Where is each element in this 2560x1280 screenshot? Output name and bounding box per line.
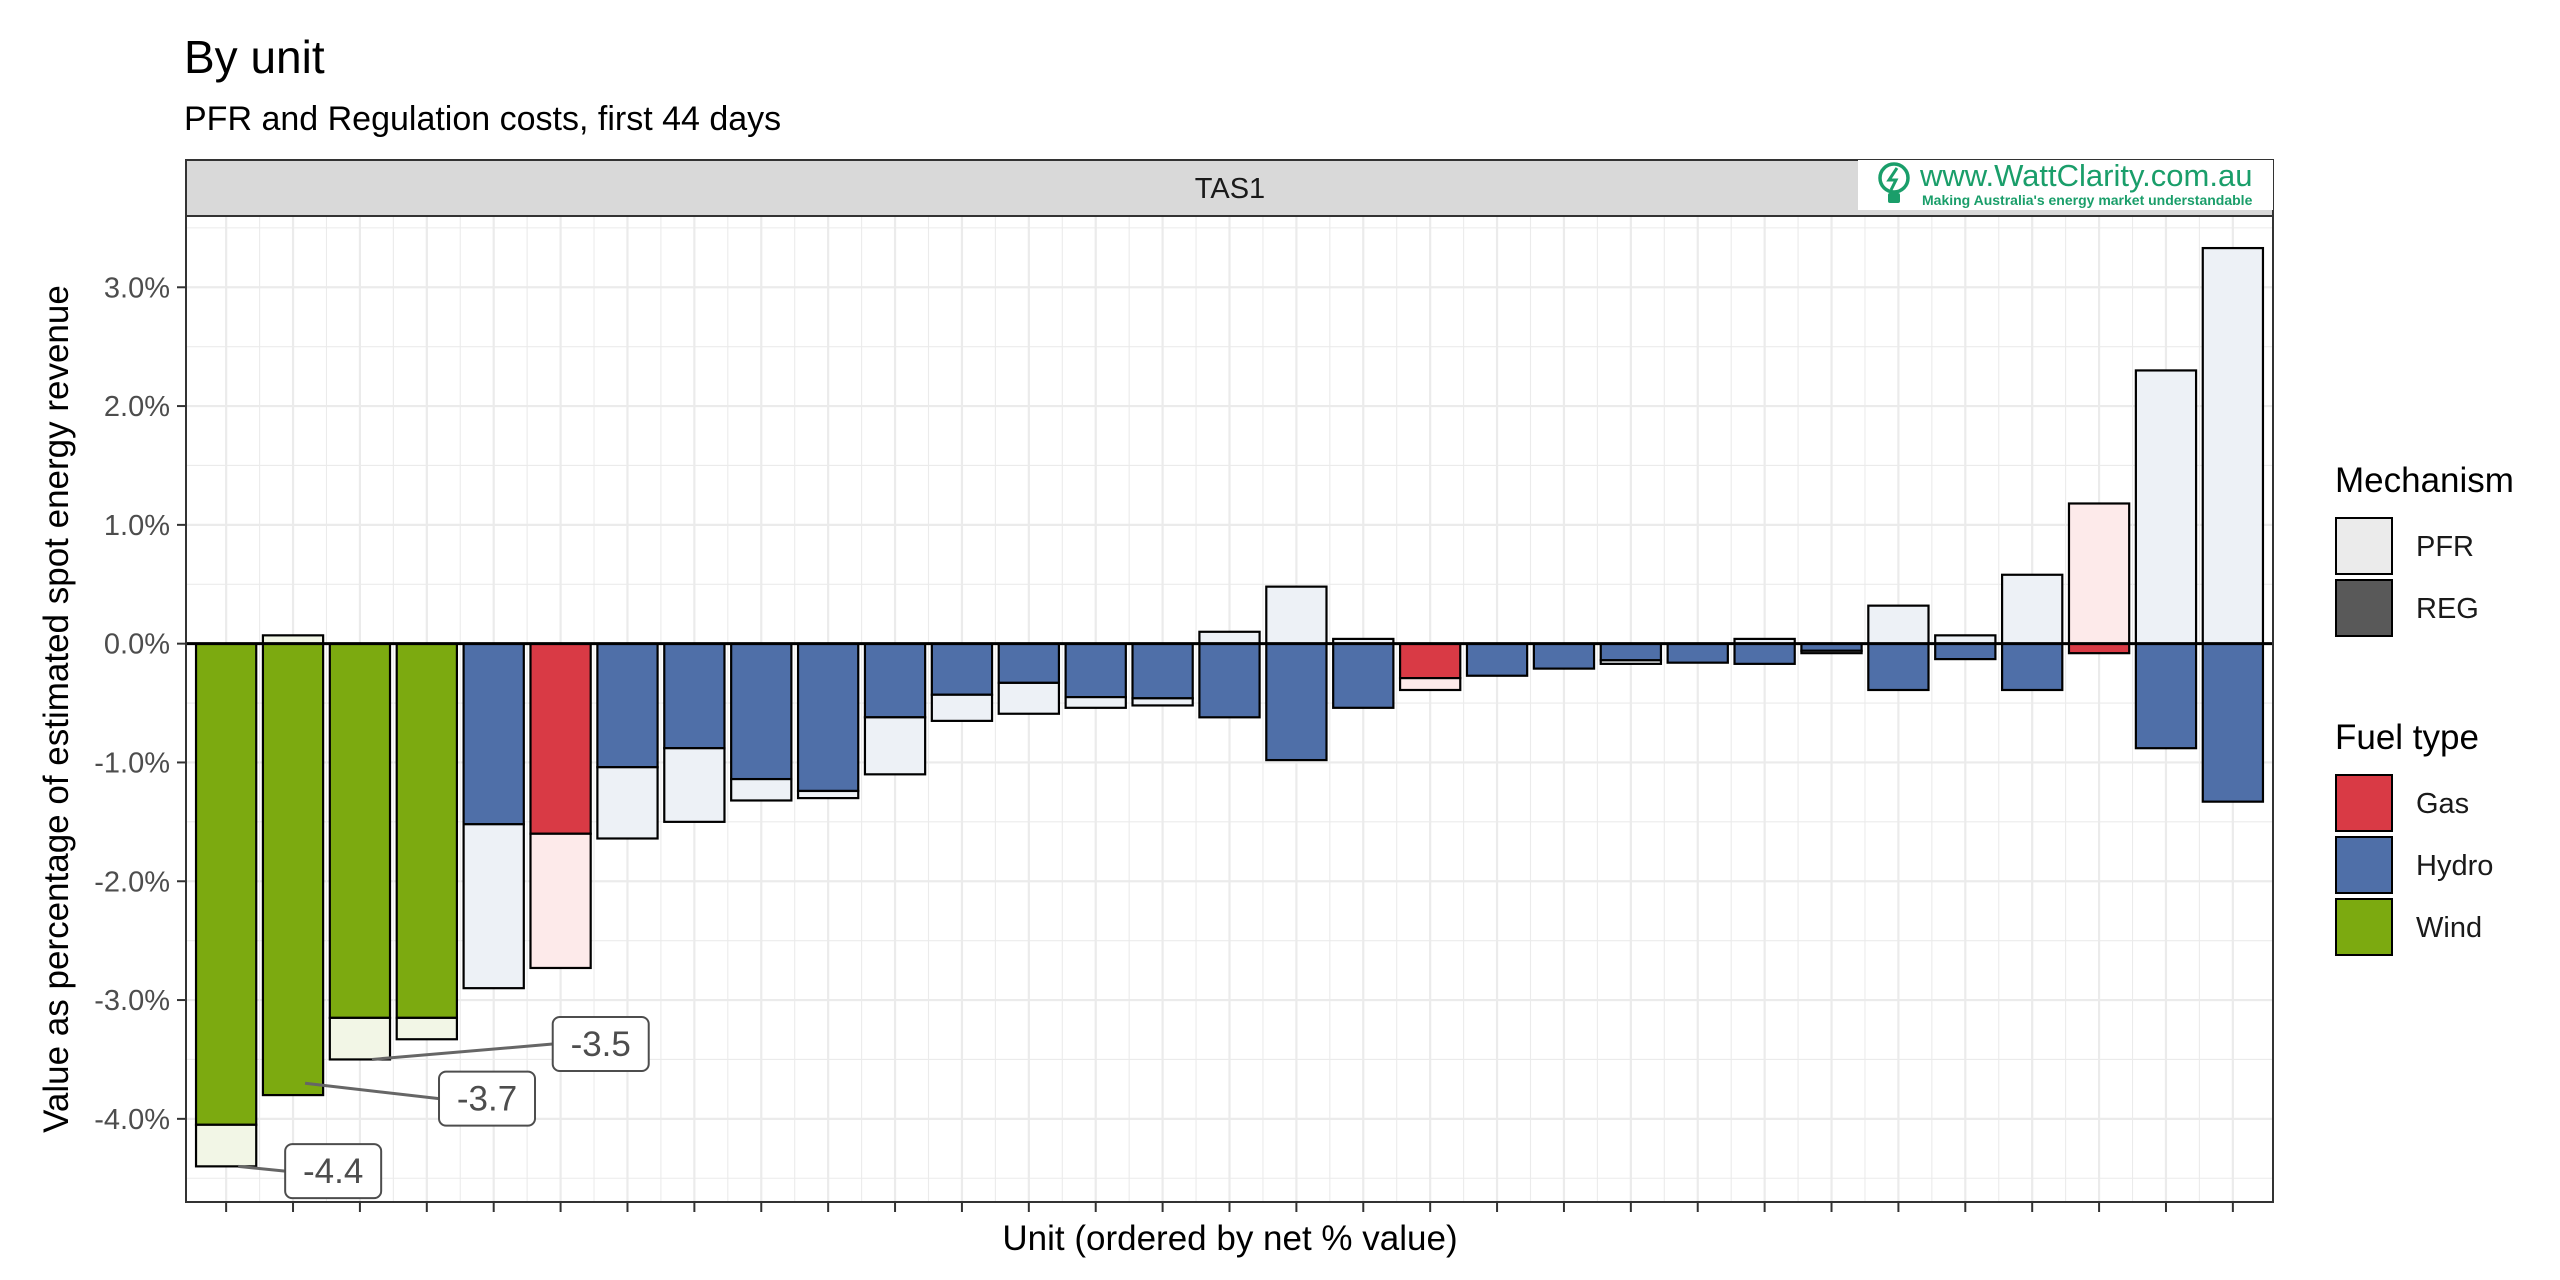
bar-reg — [462, 642, 525, 826]
bar-pfr — [663, 747, 726, 823]
y-axis: -4.0% -3.0% -2.0% -1.0% 0.0% 1.0% 2.0% 3.0% — [94, 272, 186, 1136]
facet-strip-label: TAS1 — [1195, 173, 1265, 205]
callout-box — [551, 1016, 650, 1073]
y-tick-label: -2.0% — [94, 866, 170, 898]
bar-pfr — [462, 823, 525, 990]
legend: Mechanism PFR REG Fuel type Gas Hydro Wi… — [2335, 461, 2514, 956]
bar-pfr — [1198, 630, 1261, 645]
bar-pfr — [1265, 585, 1328, 645]
legend-label-wind: Wind — [2416, 912, 2482, 944]
bar-reg — [1131, 642, 1194, 700]
bar-pfr — [2201, 246, 2265, 645]
bars — [194, 246, 2265, 1168]
bar-reg — [261, 642, 325, 1097]
chart-subtitle: PFR and Regulation costs, first 44 days — [184, 100, 781, 138]
callout-leader-line — [238, 1164, 286, 1173]
bar-pfr — [1398, 677, 1462, 692]
legend-swatch-reg — [2335, 579, 2393, 637]
bar-pfr — [1867, 604, 1930, 645]
legend-label-gas: Gas — [2416, 788, 2469, 820]
legend-swatch-pfr — [2335, 517, 2393, 575]
bar-pfr — [395, 1016, 459, 1041]
callout-leader-line — [304, 1081, 440, 1101]
bar-reg — [1265, 642, 1328, 762]
bar-reg — [1198, 642, 1261, 719]
bar-pfr — [529, 832, 592, 970]
y-tick-label: -1.0% — [94, 747, 170, 779]
bar-reg — [1599, 642, 1663, 662]
bar-pfr — [328, 1016, 392, 1061]
y-axis-title: Value as percentage of estimated spot en… — [37, 285, 76, 1133]
callout-box — [438, 1070, 537, 1127]
wattclarity-logo: www.WattClarity.com.au Making Australia'… — [1858, 158, 2273, 210]
bar-pfr — [796, 789, 860, 800]
y-tick-label: -3.0% — [94, 985, 170, 1017]
bar-reg — [997, 642, 1061, 684]
bar-reg — [1532, 642, 1596, 670]
bar-reg — [1867, 642, 1930, 692]
bar-reg — [1332, 642, 1395, 709]
logo-url: www.WattClarity.com.au — [1919, 158, 2252, 193]
bar-pfr — [2067, 502, 2131, 645]
bar-pfr — [2134, 369, 2198, 645]
bar-pfr — [2000, 573, 2064, 645]
bar-pfr — [1800, 649, 1863, 655]
legend-swatch-wind — [2335, 898, 2393, 956]
bar-pfr — [1064, 696, 1127, 709]
lightbulb-icon — [1878, 162, 1910, 203]
y-tick-label: 2.0% — [104, 391, 170, 423]
legend-swatch-hydro — [2335, 836, 2393, 894]
legend-label-hydro: Hydro — [2416, 850, 2493, 882]
bar-reg — [395, 642, 459, 1019]
callout-label: -4.4 — [303, 1152, 363, 1191]
bar-pfr — [194, 1123, 258, 1168]
bar-reg — [1934, 642, 1997, 661]
bar-reg — [930, 642, 994, 696]
y-tick-label: 1.0% — [104, 510, 170, 542]
y-tick-label: 3.0% — [104, 272, 170, 304]
bar-pfr — [730, 777, 793, 802]
callout-label: -3.5 — [571, 1025, 631, 1064]
callout-label: -3.7 — [457, 1080, 517, 1119]
bar-reg — [1666, 642, 1729, 664]
bar-reg — [596, 642, 659, 769]
logo-tagline: Making Australia's energy market underst… — [1922, 192, 2253, 208]
bar-reg — [194, 642, 258, 1126]
bar-reg — [2000, 642, 2064, 692]
bar-reg — [328, 642, 392, 1019]
x-axis-title: Unit (ordered by net % value) — [1002, 1219, 1457, 1258]
bar-reg — [1733, 642, 1796, 665]
chart-title: By unit — [184, 31, 325, 83]
bar-reg — [863, 642, 927, 719]
bar-reg — [1398, 642, 1462, 680]
callout-leader-line — [371, 1042, 553, 1061]
bar-reg — [1465, 642, 1529, 677]
callout-box — [284, 1143, 383, 1200]
bar-pfr — [863, 716, 927, 776]
bar-reg — [796, 642, 860, 793]
callouts: -4.4 -3.7 -3.5 — [238, 1016, 650, 1200]
bar-pfr — [997, 681, 1061, 715]
bar-reg — [663, 642, 726, 750]
legend-label-reg: REG — [2416, 593, 2479, 625]
bar-pfr — [1599, 659, 1663, 665]
legend-fuel-title: Fuel type — [2335, 718, 2479, 757]
legend-swatch-gas — [2335, 774, 2393, 832]
bar-reg — [2201, 642, 2265, 803]
legend-mechanism-title: Mechanism — [2335, 461, 2514, 500]
bar-pfr — [596, 766, 659, 840]
legend-label-pfr: PFR — [2416, 531, 2474, 563]
y-tick-label: -4.0% — [94, 1104, 170, 1136]
bar-pfr — [930, 693, 994, 722]
x-axis-ticks — [225, 1202, 2234, 1212]
y-tick-label: 0.0% — [104, 629, 170, 661]
bar-pfr — [1131, 697, 1194, 707]
bar-reg — [730, 642, 793, 781]
bar-reg — [1064, 642, 1127, 699]
bar-reg — [529, 642, 592, 835]
bar-reg — [2134, 642, 2198, 750]
